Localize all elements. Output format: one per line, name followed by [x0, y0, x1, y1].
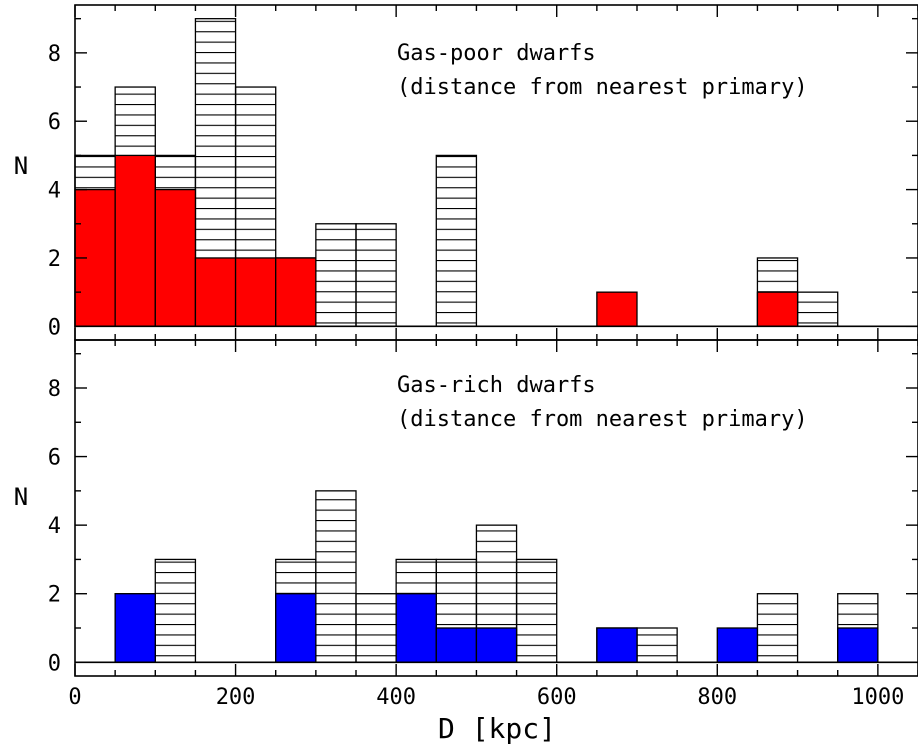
- bottom-filled-bars: [114, 593, 879, 663]
- bottom-histogram-panel: 0 2 4 6 8 0 200 400 600 800 1000 Gas-rich dwarfs (…: [14, 339, 918, 710]
- bottom-axes: 0 2 4 6 8 0 200 400 600 800 1000: [48, 339, 918, 710]
- top-filled-bar: [114, 154, 156, 327]
- bottom-filled-bar: [435, 627, 478, 663]
- bottom-hatched-bar: [636, 627, 678, 663]
- bottom-y-tick-label: 0: [48, 651, 61, 676]
- bottom-hatched-bar: [756, 593, 799, 663]
- top-hatched-bar: [435, 154, 478, 327]
- top-hatched-bar: [796, 291, 839, 327]
- x-tick-label: 1000: [851, 685, 904, 710]
- bottom-filled-bar: [837, 627, 879, 663]
- x-axis-label: D [kpc]: [438, 712, 556, 745]
- top-filled-bar: [596, 291, 638, 327]
- top-annotation-line-2: (distance from nearest primary): [397, 75, 808, 100]
- top-y-tick-label: 0: [48, 315, 61, 340]
- bottom-y-tick-label: 4: [48, 514, 61, 539]
- x-tick-label: 600: [537, 685, 577, 710]
- top-y-tick-label: 8: [48, 42, 61, 67]
- bottom-filled-bar: [114, 593, 156, 663]
- bottom-hatched-bar: [315, 490, 357, 663]
- top-hatched-bar: [355, 223, 397, 327]
- bottom-y-tick-label: 8: [48, 377, 61, 402]
- bottom-annotation-line-2: (distance from nearest primary): [397, 407, 808, 432]
- bottom-plot-frame: [74, 339, 918, 677]
- bottom-filled-bar: [395, 593, 437, 663]
- bottom-y-tick-label: 6: [48, 446, 61, 471]
- bottom-filled-bar: [275, 593, 317, 663]
- x-tick-label: 0: [68, 685, 81, 710]
- top-annotation-line-1: Gas-poor dwarfs: [397, 41, 596, 66]
- top-hatched-bar: [315, 223, 357, 327]
- bottom-hatched-bar: [515, 558, 558, 663]
- bottom-y-tick-label: 2: [48, 583, 61, 608]
- top-filled-bar: [275, 257, 317, 327]
- top-filled-bar: [756, 291, 799, 327]
- bottom-hatched-bar: [154, 558, 197, 663]
- top-y-tick-label: 6: [48, 110, 61, 135]
- top-filled-bar: [234, 257, 277, 327]
- bottom-filled-bar: [596, 627, 638, 663]
- bottom-hatched-bar: [355, 593, 397, 663]
- top-filled-bar: [194, 257, 237, 327]
- bottom-filled-bar: [716, 627, 759, 663]
- x-tick-label: 800: [697, 685, 737, 710]
- top-y-axis-label: N: [14, 152, 28, 180]
- top-histogram-panel: 0 2 4 6 8 Gas-poor dwarfs (distance from nea…: [14, 4, 918, 341]
- top-y-tick-label: 2: [48, 247, 61, 272]
- top-filled-bar: [154, 188, 197, 327]
- top-y-tick-label: 4: [48, 179, 61, 204]
- x-tick-label: 400: [376, 685, 416, 710]
- bottom-y-axis-label: N: [14, 483, 28, 511]
- bottom-filled-bar: [475, 627, 518, 663]
- bottom-annotation-line-1: Gas-rich dwarfs: [397, 373, 596, 398]
- top-filled-bars: [74, 154, 799, 327]
- x-tick-label: 200: [216, 685, 256, 710]
